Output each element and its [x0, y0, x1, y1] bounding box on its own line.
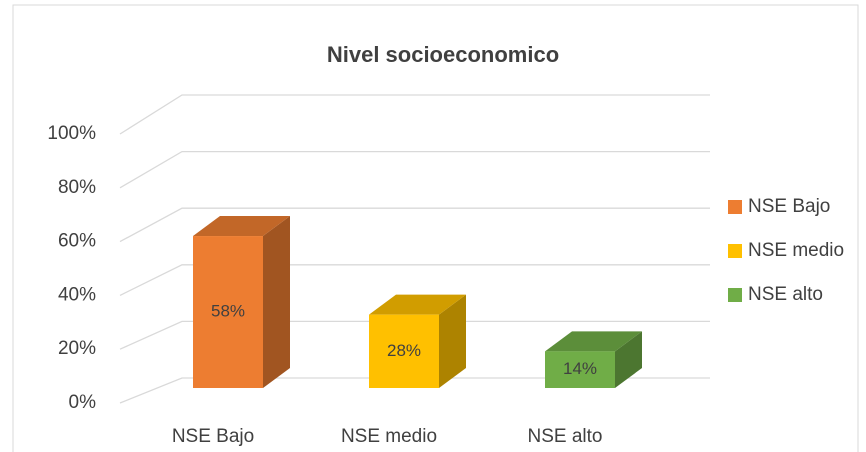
y-tick-label: 0%	[69, 392, 97, 413]
y-tick-label: 60%	[58, 231, 96, 252]
value-label: 28%	[387, 341, 421, 360]
bar-side	[439, 294, 466, 388]
bar-side	[615, 331, 642, 388]
x-tick-label: NSE Bajo	[172, 426, 254, 447]
grid-line	[119, 377, 710, 404]
y-tick-label: 40%	[58, 284, 96, 305]
bar-top	[193, 216, 290, 237]
value-label: 58%	[211, 302, 245, 321]
y-tick-label: 100%	[47, 123, 96, 144]
legend-swatch	[728, 200, 742, 214]
chart-title: Nivel socioeconomico	[327, 42, 559, 67]
y-tick-label: 20%	[58, 338, 96, 359]
legend-swatch	[728, 244, 742, 258]
grid-line	[119, 320, 710, 350]
grid-line	[119, 150, 710, 189]
bar	[193, 236, 263, 388]
y-tick-label: 80%	[58, 177, 96, 198]
bar-top	[369, 294, 466, 315]
legend-label: NSE Bajo	[748, 196, 830, 217]
grid-line	[119, 94, 710, 135]
legend-swatch	[728, 288, 742, 302]
bar	[545, 351, 615, 388]
grid-line	[119, 264, 710, 296]
x-tick-label: NSE alto	[528, 426, 603, 447]
bar-side	[263, 216, 290, 388]
legend-label: NSE alto	[748, 284, 823, 305]
grid-line	[119, 207, 710, 243]
bar-top	[545, 331, 642, 352]
bar	[369, 314, 439, 388]
legend-label: NSE medio	[748, 240, 844, 261]
x-tick-label: NSE medio	[341, 426, 437, 447]
value-label: 14%	[563, 359, 597, 378]
